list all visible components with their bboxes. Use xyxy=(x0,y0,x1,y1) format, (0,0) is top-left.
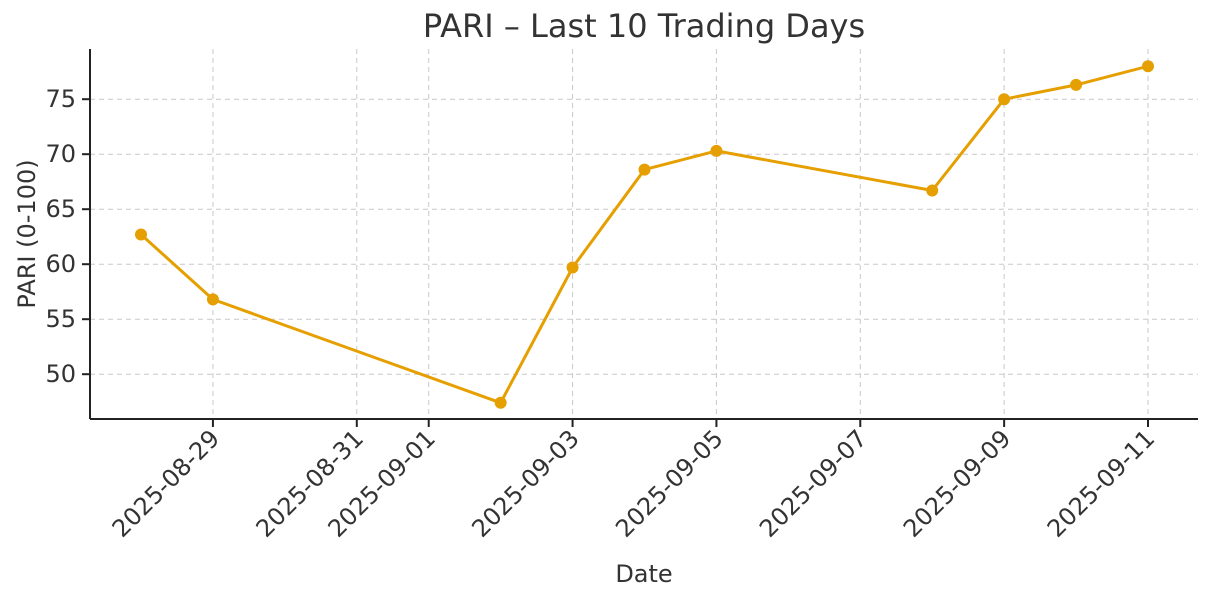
x-tick-label: 2025-09-05 xyxy=(610,424,728,542)
y-axis-label: PARI (0-100) xyxy=(13,159,41,308)
data-point xyxy=(206,293,219,306)
series-layer xyxy=(135,60,1154,409)
data-point xyxy=(638,163,651,176)
grid-layer xyxy=(90,49,1198,419)
y-tick-label: 65 xyxy=(45,195,76,223)
y-tick-label: 60 xyxy=(45,250,76,278)
x-tick-label: 2025-09-09 xyxy=(898,424,1016,542)
data-point xyxy=(998,93,1011,106)
axes-layer xyxy=(89,49,1198,420)
data-point xyxy=(135,228,147,241)
x-tick-label: 2025-09-11 xyxy=(1042,424,1160,542)
chart-title: PARI – Last 10 Trading Days xyxy=(423,7,865,45)
y-tick-label: 55 xyxy=(45,305,76,333)
data-point xyxy=(1070,78,1083,91)
data-point xyxy=(1142,60,1154,73)
y-tick-label: 70 xyxy=(45,140,76,168)
data-point xyxy=(494,396,507,409)
data-point xyxy=(566,261,579,274)
x-axis-label: Date xyxy=(615,560,672,588)
data-point xyxy=(926,184,939,197)
y-tick-label: 75 xyxy=(45,85,76,113)
x-tick-label: 2025-08-29 xyxy=(107,424,225,542)
x-tick-label: 2025-09-07 xyxy=(754,424,872,542)
series-line xyxy=(139,64,1150,405)
data-point xyxy=(710,144,723,157)
x-tick-label: 2025-09-03 xyxy=(466,424,584,542)
y-tick-label: 50 xyxy=(45,360,76,388)
